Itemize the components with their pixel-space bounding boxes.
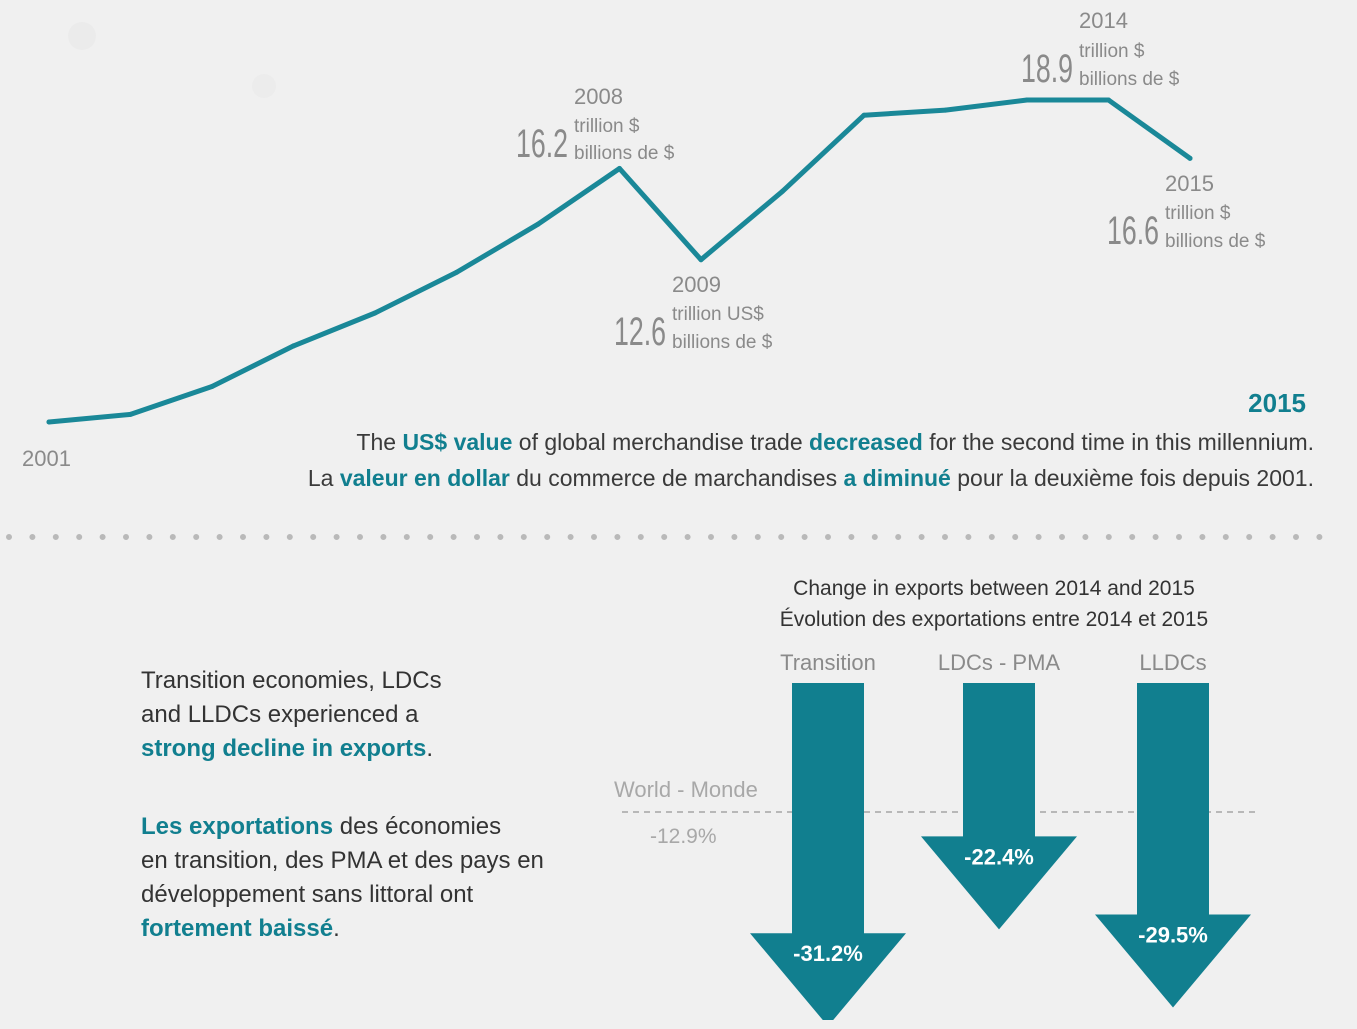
value-label: -31.2%	[793, 941, 863, 966]
annotation-value: 16.6	[1107, 209, 1159, 253]
data-point	[128, 411, 133, 417]
category-label: LLDCs	[1139, 650, 1206, 675]
category-label: LDCs - PMA	[938, 650, 1061, 675]
value-label: -29.5%	[1138, 923, 1208, 948]
data-point	[698, 257, 704, 263]
decline-arrow	[1095, 683, 1251, 1008]
annotation-unit-fr: billions de $	[1165, 231, 1266, 252]
data-point	[1106, 97, 1111, 103]
annotation-unit-en: trillion $	[574, 116, 640, 137]
annotation-unit-fr: billions de $	[574, 143, 675, 164]
dotted-separator	[6, 534, 1323, 540]
note-fr-bold2: fortement baissé	[141, 915, 334, 942]
annotation-value: 16.2	[516, 122, 568, 166]
value-label: -22.4%	[964, 844, 1034, 869]
annotation-unit-en: trillion US$	[672, 304, 764, 325]
headline-fr-bold1: valeur en dollar	[339, 465, 510, 491]
data-point	[1187, 155, 1193, 161]
data-point	[209, 384, 215, 390]
note-en-period: .	[426, 735, 434, 762]
exports-change-chart: World - Monde -12.9% Transition -31.2% LDC…	[614, 650, 1256, 1020]
data-point	[1024, 97, 1030, 103]
note-en-line2: and LLDCs experienced a	[141, 701, 419, 728]
note-english: Transition economies, LDCs and LLDCs exp…	[141, 664, 442, 766]
annotation-2008: 2008 16.2 trillion $ billions de $	[516, 84, 675, 166]
annotation-year: 2008	[574, 84, 623, 109]
headline-en-part1: The	[356, 429, 403, 455]
decline-arrow	[750, 683, 906, 1020]
headline-french: La valeur en dollar du commerce de march…	[308, 460, 1314, 497]
data-point	[291, 343, 296, 349]
note-en-line1: Transition economies, LDCs	[141, 667, 442, 694]
faint-decor-dot	[252, 74, 276, 98]
headline-en-bold1: US$ value	[402, 429, 513, 455]
decline-arrow	[921, 683, 1077, 930]
data-point	[372, 310, 378, 316]
headline-fr-bold2: a diminué	[843, 465, 951, 491]
annotation-unit-fr: billions de $	[672, 332, 773, 353]
world-reference-label: World - Monde	[614, 777, 758, 802]
data-point	[454, 269, 459, 275]
world-reference-value: -12.9%	[650, 825, 717, 848]
headline-fr-part3: pour la deuxième fois depuis 2001.	[950, 465, 1314, 491]
data-point	[861, 112, 867, 118]
annotation-2014: 2014 18.9 trillion $ billions de $	[1021, 8, 1180, 91]
headline-year: 2015	[1248, 388, 1306, 418]
data-point	[617, 165, 622, 171]
annotation-2009: 2009 12.6 trillion US$ billions de $	[614, 272, 773, 354]
headline-fr-part2: du commerce de marchandises	[509, 465, 844, 491]
note-fr-line3: développement sans littoral ont	[141, 881, 474, 908]
data-point	[943, 107, 948, 113]
data-point	[535, 221, 541, 227]
headline-en-part3: for the second time in this millennium.	[922, 429, 1314, 455]
exports-chart-title: Change in exports between 2014 and 2015	[793, 577, 1195, 600]
note-fr-bold1: Les exportations	[141, 813, 334, 840]
annotation-value: 12.6	[614, 310, 666, 354]
data-point	[780, 188, 785, 194]
annotation-year: 2014	[1079, 8, 1128, 33]
headline-english: The US$ value of global merchandise trad…	[356, 424, 1314, 461]
annotation-unit-en: trillion $	[1079, 41, 1145, 62]
note-en-line3: strong decline in exports.	[141, 732, 442, 766]
headline-en-bold2: decreased	[809, 429, 923, 455]
category-label: Transition	[780, 650, 876, 675]
note-fr-line4: fortement baissé.	[141, 912, 544, 946]
note-fr-line2: en transition, des PMA et des pays en	[141, 847, 544, 874]
exports-chart-subtitle: Évolution des exportations entre 2014 et…	[779, 608, 1209, 631]
headline-en-part2: of global merchandise trade	[512, 429, 810, 455]
headline-fr-part1: La	[307, 465, 340, 491]
data-point	[46, 419, 52, 425]
annotation-year: 2009	[672, 272, 721, 297]
trade-value-line-chart: 2001 2008 16.2 trillion $ billions de $ …	[22, 8, 1266, 471]
note-fr-period: .	[333, 915, 340, 942]
annotation-unit-en: trillion $	[1165, 203, 1231, 224]
x-start-label: 2001	[22, 446, 71, 471]
note-fr-line1: Les exportations des économies	[141, 810, 544, 844]
note-fr-part1: des économies	[333, 813, 502, 840]
annotation-2015: 2015 16.6 trillion $ billions de $	[1107, 171, 1266, 253]
faint-decor-dot	[68, 22, 96, 50]
note-french: Les exportations des économies en transi…	[141, 810, 544, 946]
note-en-bold: strong decline in exports	[141, 735, 427, 762]
annotation-unit-fr: billions de $	[1079, 69, 1180, 90]
annotation-year: 2015	[1165, 171, 1214, 196]
annotation-value: 18.9	[1021, 47, 1073, 91]
